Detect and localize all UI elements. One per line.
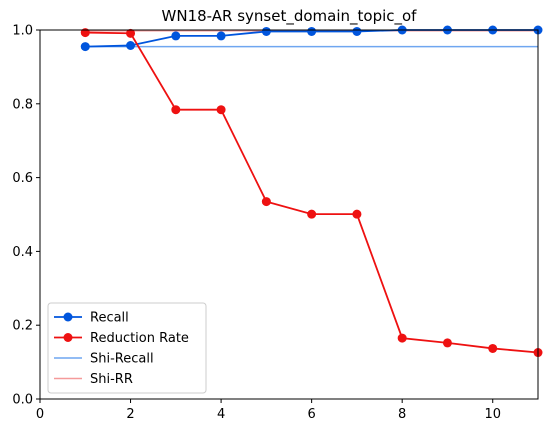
legend-marker-recall [63, 312, 73, 322]
legend: Recall Reduction Rate Shi-Recall Shi-RR [47, 302, 207, 394]
y-tick-label: 0.6 [12, 171, 33, 186]
data-point-recall [352, 26, 362, 36]
y-tick-label: 0.0 [12, 393, 33, 408]
legend-marker-reduction-rate [63, 333, 73, 342]
legend-box [47, 302, 207, 394]
data-point-reduction-rate [352, 209, 362, 219]
legend-label-reduction-rate: Reduction Rate [90, 331, 189, 346]
data-point-reduction-rate [80, 28, 90, 38]
x-tick-label: 6 [307, 407, 315, 422]
y-tick-label: 0.2 [12, 319, 33, 334]
x-tick-label: 8 [398, 407, 406, 422]
x-tick-label: 2 [126, 407, 134, 422]
x-tick-label: 4 [217, 407, 225, 422]
data-point-reduction-rate [126, 28, 136, 38]
legend-label-shi-rr: Shi-RR [90, 372, 133, 387]
data-point-reduction-rate [261, 197, 271, 207]
axes-frame [39, 29, 539, 400]
data-point-recall [80, 42, 90, 52]
data-point-reduction-rate [171, 105, 181, 115]
y-tick-label: 1.0 [12, 24, 33, 39]
data-point-reduction-rate [216, 105, 226, 115]
data-point-recall [126, 40, 136, 50]
data-point-recall [171, 31, 181, 41]
x-tick-label: 0 [36, 407, 44, 422]
data-point-reduction-rate [397, 333, 407, 343]
data-point-reduction-rate [488, 343, 498, 353]
chart-title: WN18-AR synset_domain_topic_of [162, 7, 418, 26]
data-point-recall [216, 31, 226, 41]
legend-label-recall: Recall [90, 311, 129, 326]
data-point-recall [261, 26, 271, 36]
legend-label-shi-recall: Shi-Recall [90, 352, 154, 367]
y-tick-label: 0.8 [12, 97, 33, 112]
data-point-recall [307, 26, 317, 36]
axes: 0 2 4 6 8 10 0.0 0.2 0.4 0.6 0.8 1.0 [12, 24, 539, 422]
data-point-reduction-rate [307, 209, 317, 219]
y-tick-label: 0.4 [12, 245, 33, 260]
x-tick-label: 10 [484, 407, 501, 422]
data-point-reduction-rate [442, 338, 452, 348]
